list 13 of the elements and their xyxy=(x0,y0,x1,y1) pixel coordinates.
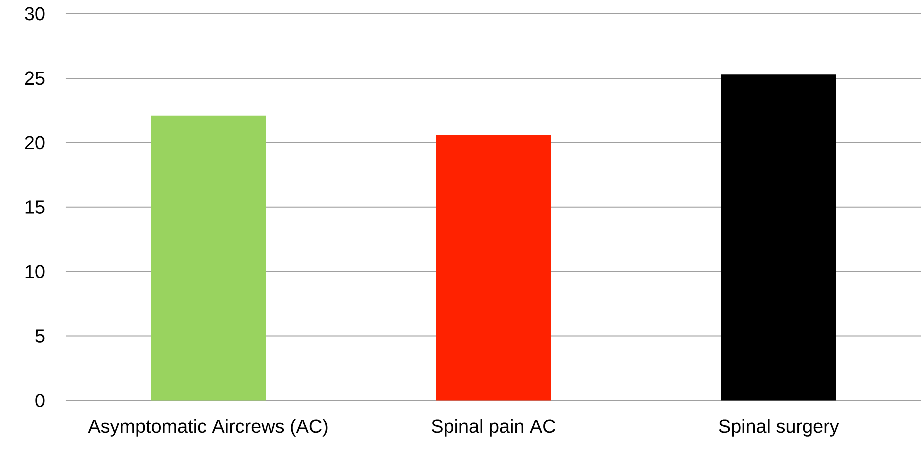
y-tick-label: 30 xyxy=(25,7,45,21)
x-tick-label: Spinal surgery xyxy=(719,419,840,438)
y-tick-label: 0 xyxy=(36,394,45,408)
x-tick-label: Asymptomatic Aircrews (AC) xyxy=(88,419,328,438)
bar xyxy=(436,135,552,401)
bar xyxy=(151,116,266,401)
y-tick-label: 10 xyxy=(26,265,45,279)
x-tick-label: Spinal pain AC xyxy=(432,419,556,438)
y-tick-label: 15 xyxy=(26,200,45,214)
y-tick-label: 25 xyxy=(25,72,45,86)
y-tick-label: 20 xyxy=(25,136,45,150)
bar xyxy=(721,74,836,401)
y-tick-label: 5 xyxy=(36,330,45,344)
